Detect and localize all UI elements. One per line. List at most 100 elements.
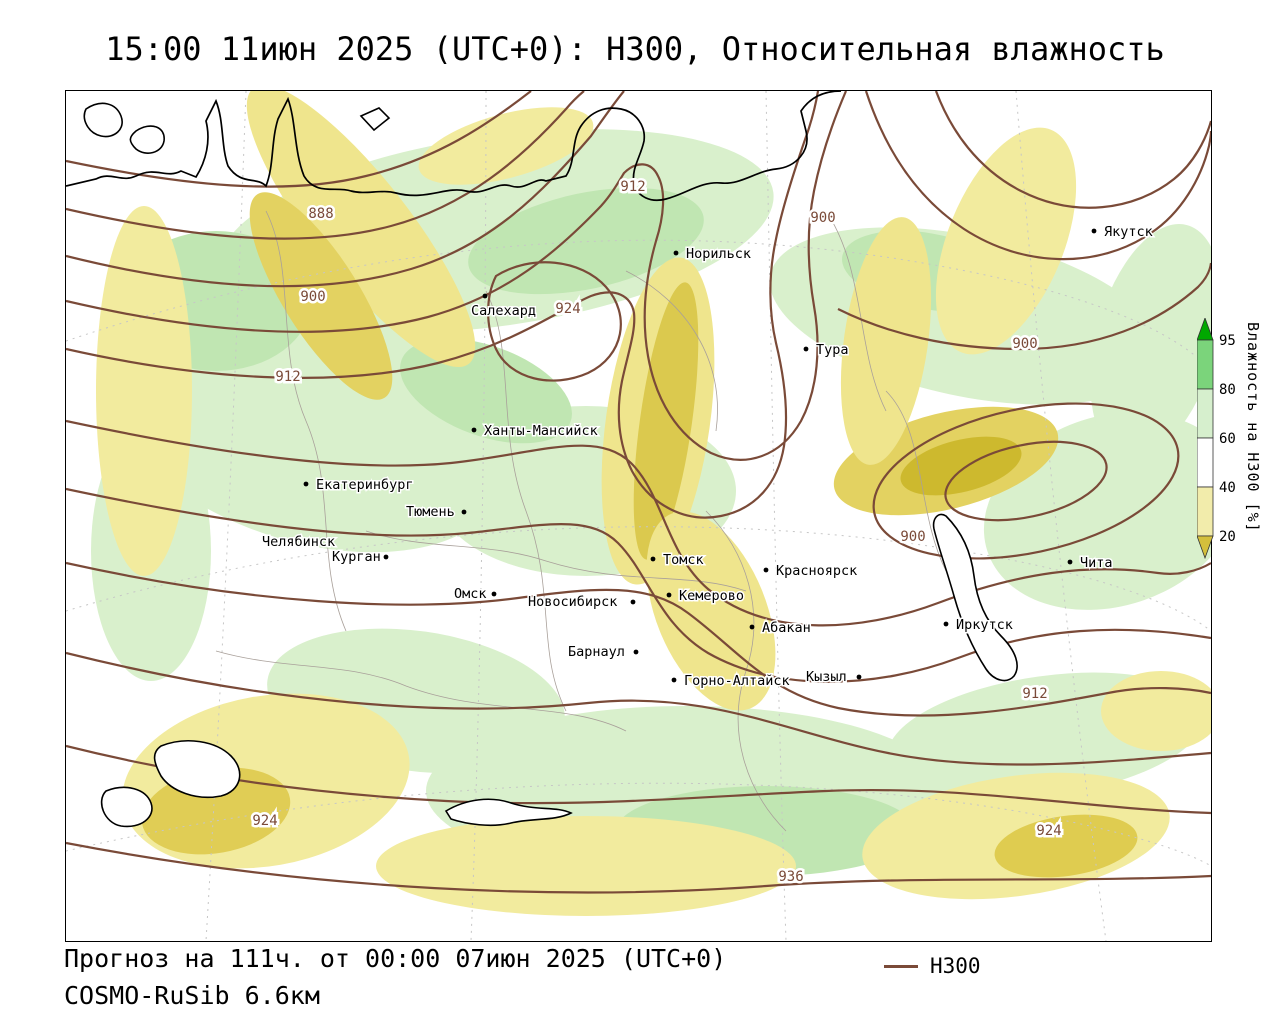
city: Якутск	[1091, 223, 1154, 242]
colorbar-title: Влажность на H300 [%]	[1244, 322, 1262, 533]
city: Ханты-Мансийск	[471, 422, 599, 441]
colorbar-segment	[1196, 486, 1214, 537]
city: Томск	[650, 551, 705, 570]
city: Курган	[331, 548, 389, 567]
contour-label: 924	[555, 301, 580, 317]
city: Екатеринбург	[303, 476, 415, 495]
city-label: Томск	[663, 552, 704, 568]
city-marker	[303, 481, 309, 487]
colorbar-tick: 40	[1219, 480, 1236, 496]
colorbar-arrow-top	[1196, 316, 1214, 341]
city-marker	[943, 621, 949, 627]
city-label: Чита	[1080, 555, 1113, 571]
city-label: Кызыл	[806, 669, 847, 685]
legend-label: H300	[930, 954, 981, 978]
contour-label: 900	[900, 529, 925, 545]
city-label: Омск	[454, 586, 487, 602]
city-label: Абакан	[762, 620, 811, 636]
city: Горно-Алтайск	[671, 672, 791, 691]
contour-label: 900	[300, 289, 325, 305]
city: Кемерово	[666, 587, 746, 606]
city-marker	[630, 599, 636, 605]
contour-legend: H300	[884, 954, 981, 978]
city-label: Челябинск	[262, 534, 335, 550]
city-label: Иркутск	[956, 617, 1013, 633]
city-label: Барнаул	[568, 644, 625, 660]
city-marker	[1067, 559, 1073, 565]
city-markers: Норильск Якутск Салехард Тура Ханты-Мансийск…	[261, 223, 1155, 691]
colorbar-tick: 80	[1219, 382, 1236, 398]
colorbar-tick: 20	[1219, 529, 1236, 545]
colorbar-tick: 95	[1219, 333, 1236, 349]
city: Новосибирск	[527, 593, 636, 612]
contour-label: 900	[1012, 336, 1037, 352]
city-marker	[461, 509, 467, 515]
city-label: Горно-Алтайск	[684, 673, 790, 689]
city-label: Тюмень	[406, 504, 455, 520]
colorbar-segment	[1196, 437, 1214, 488]
contour-label: 924	[1036, 823, 1061, 839]
city: Тура	[803, 341, 850, 360]
city-label: Кемерово	[679, 588, 744, 604]
city-label: Якутск	[1104, 224, 1153, 240]
city-label: Новосибирск	[528, 594, 617, 610]
city-marker	[749, 624, 755, 630]
city: Омск	[453, 585, 497, 604]
city: Тюмень	[405, 503, 467, 522]
coastlines	[66, 91, 1018, 828]
contour-label: 888	[308, 206, 333, 222]
contour-labels: 888 912 900 900 924 900 912 900 912 924 924 936	[250, 177, 1064, 888]
contour-label: 936	[778, 869, 803, 885]
city-marker	[666, 592, 672, 598]
page-title: 15:00 11июн 2025 (UTC+0): H300, Относите…	[105, 30, 1165, 68]
city-marker	[856, 674, 862, 680]
model-info: COSMO-RuSib 6.6км	[64, 981, 320, 1010]
city-marker	[383, 554, 389, 560]
colorbar-arrow-bottom	[1196, 535, 1214, 560]
city-label: Тура	[816, 342, 849, 358]
city-label: Курган	[332, 549, 381, 565]
city: Норильск	[673, 245, 753, 264]
city: Кызыл	[805, 668, 862, 687]
humidity-shading	[91, 91, 1211, 916]
forecast-info: Прогноз на 111ч. от 00:00 07июн 2025 (UT…	[64, 944, 727, 973]
contour-label: 924	[252, 813, 277, 829]
city-label: Екатеринбург	[316, 477, 414, 493]
city: Иркутск	[943, 616, 1014, 635]
city: Барнаул	[567, 643, 639, 662]
city-marker	[471, 427, 477, 433]
graticule	[66, 91, 1211, 941]
contour-label: 912	[1022, 686, 1047, 702]
colorbar-svg: 95 80 60 40 20	[1196, 316, 1236, 560]
city-marker	[803, 346, 809, 352]
city-marker	[633, 649, 639, 655]
city-marker	[482, 293, 488, 299]
city-marker	[763, 567, 769, 573]
city-marker	[673, 250, 679, 256]
colorbar-segment	[1196, 339, 1214, 390]
legend-line-sample	[884, 964, 918, 968]
city: Абакан	[749, 619, 812, 638]
city-marker	[325, 539, 331, 545]
city-label: Норильск	[686, 246, 751, 262]
city-marker	[650, 556, 656, 562]
colorbar-tick: 60	[1219, 431, 1236, 447]
city: Чита	[1067, 554, 1114, 573]
weather-map: 888 912 900 900 924 900 912 900 912 924 924 936 Нор…	[65, 90, 1212, 942]
contour-label: 912	[620, 179, 645, 195]
city: Салехард	[470, 293, 538, 321]
map-svg: 888 912 900 900 924 900 912 900 912 924 924 936 Нор…	[66, 91, 1211, 941]
city-label: Ханты-Мансийск	[484, 423, 598, 439]
contour-label: 912	[275, 369, 300, 385]
city-label: Салехард	[471, 303, 536, 319]
city-label: Красноярск	[776, 563, 857, 579]
admin-boundaries	[215, 210, 947, 832]
city: Красноярск	[763, 562, 859, 581]
contour-label: 900	[810, 210, 835, 226]
city: Челябинск	[261, 533, 337, 552]
city-marker	[1091, 228, 1097, 234]
colorbar: 95 80 60 40 20	[1196, 316, 1267, 562]
colorbar-segment	[1196, 388, 1214, 439]
city-marker	[671, 677, 677, 683]
city-marker	[491, 591, 497, 597]
